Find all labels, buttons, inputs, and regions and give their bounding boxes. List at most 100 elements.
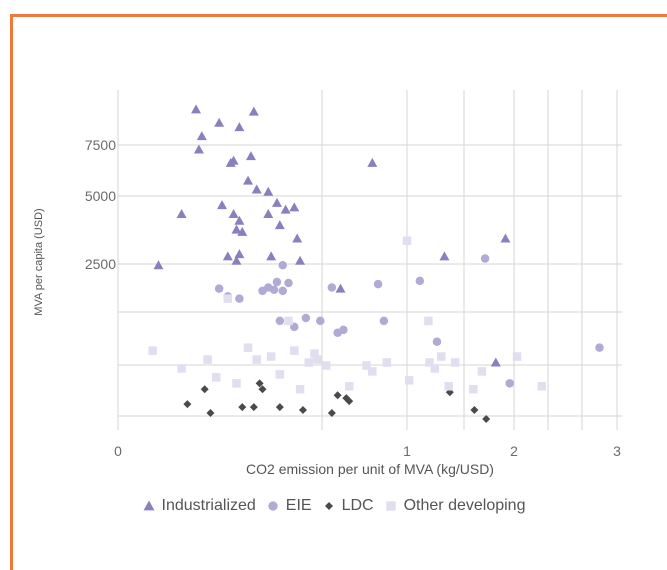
grid-lines	[117, 90, 622, 430]
square-icon	[385, 501, 396, 511]
industrialized-point	[234, 122, 245, 132]
industrialized-point	[193, 144, 204, 154]
diamond-icon	[324, 502, 333, 510]
other-developing-point	[512, 352, 522, 361]
tick-labels: 0 1 2 3 2500 5000 7500	[85, 137, 621, 459]
other-developing-point	[212, 373, 221, 382]
ldc-point	[470, 406, 479, 415]
industrialized-point	[245, 151, 256, 161]
y-axis-title: MVA per capita (USD)	[33, 208, 45, 315]
x-tick-label: 0	[114, 443, 122, 459]
other-developing-point	[477, 367, 487, 376]
industrialized-point	[289, 202, 300, 212]
ldc-point	[255, 379, 264, 388]
data-points	[148, 104, 604, 423]
industrialized-point	[214, 117, 225, 127]
eie-point	[373, 279, 383, 289]
eie-point	[379, 316, 389, 326]
eie-point	[505, 379, 514, 388]
eie-point	[269, 285, 279, 294]
industrialized-point	[237, 226, 248, 236]
other-developing-point	[232, 379, 241, 388]
industrialized-point	[500, 233, 511, 243]
industrialized-point	[196, 131, 207, 141]
legend-item-industrialized: Industrialized	[142, 497, 256, 515]
ldc-point	[258, 385, 267, 394]
y-tick-label: 5000	[85, 188, 116, 204]
ldc-point	[298, 406, 307, 415]
other-developing-point	[177, 364, 186, 373]
industrialized-point	[243, 175, 254, 185]
circle-icon	[268, 501, 278, 511]
eie-point	[235, 294, 244, 303]
other-developing-point	[223, 294, 233, 303]
industrialized-point	[248, 106, 259, 116]
other-developing-point	[362, 361, 371, 370]
industrialized-point	[251, 184, 262, 194]
ldc-point	[249, 403, 258, 412]
other-developing-point	[402, 236, 412, 245]
ldc-point	[183, 400, 192, 409]
legend-label: Industrialized	[161, 497, 256, 514]
other-developing-point	[304, 358, 313, 367]
ldc-point	[482, 414, 491, 423]
eie-point	[272, 277, 282, 287]
legend: Industrialized EIE LDC Other developing	[0, 497, 667, 515]
eie-point	[214, 284, 224, 293]
other-developing-point	[450, 358, 460, 367]
other-developing-point	[243, 343, 253, 352]
ldc-point	[238, 403, 247, 412]
industrialized-point	[231, 255, 242, 265]
y-tick-label: 2500	[85, 256, 116, 272]
industrialized-point	[217, 200, 228, 210]
chart-frame	[10, 14, 667, 570]
other-developing-point	[266, 352, 276, 361]
other-developing-point	[436, 352, 446, 361]
other-developing-point	[148, 346, 157, 355]
other-developing-point	[537, 382, 547, 391]
other-developing-point	[469, 385, 478, 394]
legend-label: EIE	[285, 497, 312, 514]
industrialized-point	[234, 215, 245, 225]
industrialized-point	[280, 204, 291, 214]
industrialized-point	[228, 209, 239, 219]
other-developing-point	[203, 355, 212, 364]
other-developing-point	[382, 358, 392, 367]
eie-point	[480, 254, 490, 263]
industrialized-point	[335, 283, 346, 293]
x-tick-label: 2	[510, 443, 518, 459]
other-developing-point	[310, 349, 319, 358]
y-tick-label: 7500	[85, 137, 116, 153]
legend-label: LDC	[341, 497, 374, 514]
other-developing-point	[290, 346, 299, 355]
industrialized-point	[266, 251, 277, 261]
other-developing-point	[275, 370, 285, 379]
other-developing-point	[284, 316, 293, 326]
industrialized-point	[191, 104, 202, 114]
ldc-point	[345, 397, 354, 406]
eie-point	[339, 325, 348, 335]
eie-point	[278, 286, 287, 296]
other-developing-point	[424, 316, 433, 326]
industrialized-point	[274, 220, 285, 230]
x-axis-title: CO2 emission per unit of MVA (kg/USD)	[246, 461, 494, 477]
other-developing-point	[321, 361, 331, 370]
other-developing-point	[252, 355, 261, 364]
legend-item-eie: EIE	[266, 497, 312, 515]
other-developing-point	[344, 382, 354, 391]
eie-point	[415, 276, 425, 286]
ldc-point	[275, 403, 284, 412]
eie-point	[278, 260, 287, 270]
eie-point	[284, 278, 293, 288]
other-developing-point	[404, 376, 414, 385]
other-developing-point	[313, 355, 322, 364]
scatter-chart: 0 1 2 3 2500 5000 7500 CO2 emission per unit o…	[33, 90, 622, 477]
ldc-point	[206, 409, 215, 418]
legend-item-other-developing: Other developing	[384, 497, 525, 515]
ldc-point	[333, 391, 342, 400]
industrialized-point	[263, 209, 274, 219]
eie-point	[595, 343, 604, 352]
industrialized-point	[367, 157, 378, 167]
other-developing-point	[425, 358, 434, 367]
other-developing-point	[295, 385, 305, 394]
